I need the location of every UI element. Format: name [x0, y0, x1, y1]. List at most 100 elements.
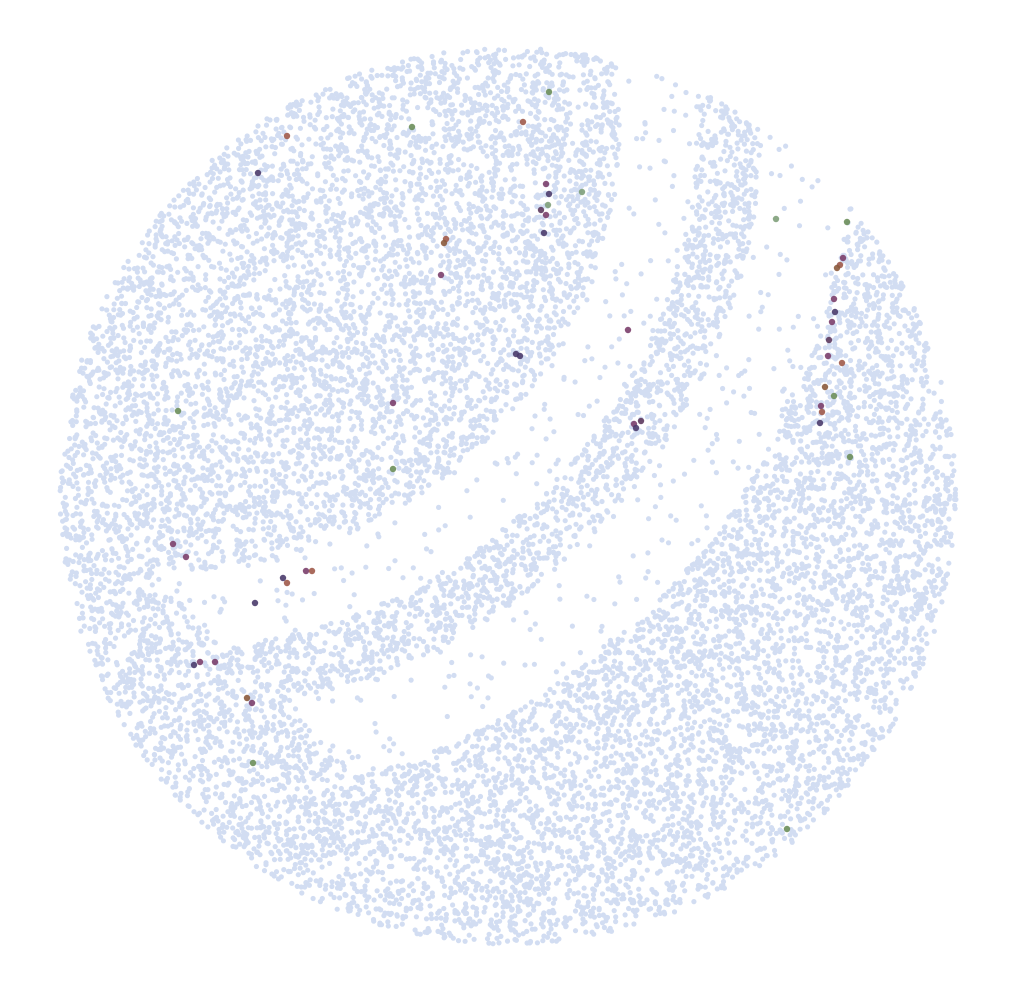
background-point — [815, 558, 822, 564]
background-point — [291, 471, 297, 477]
background-point — [98, 571, 104, 577]
background-point — [246, 447, 252, 453]
background-point — [683, 873, 689, 880]
background-point — [469, 297, 475, 303]
background-point — [743, 539, 749, 545]
background-point — [484, 108, 490, 114]
background-point — [171, 197, 177, 203]
background-point — [256, 379, 262, 385]
background-point — [262, 134, 268, 140]
background-point — [720, 385, 726, 392]
background-point — [205, 671, 211, 678]
background-point — [289, 372, 295, 379]
background-point — [217, 169, 223, 175]
background-point — [623, 922, 629, 928]
background-point — [922, 522, 928, 529]
background-point — [762, 496, 768, 502]
background-point — [191, 424, 197, 430]
background-point — [182, 774, 188, 780]
background-point — [337, 135, 344, 141]
background-point — [894, 305, 900, 311]
background-point — [449, 321, 456, 327]
background-point — [720, 186, 726, 192]
background-point — [425, 366, 431, 372]
background-point — [191, 312, 197, 318]
background-point — [535, 98, 541, 104]
background-point — [524, 161, 530, 167]
background-point — [686, 813, 692, 819]
background-point — [444, 347, 450, 353]
background-point — [448, 805, 454, 811]
background-point — [481, 811, 488, 817]
background-point — [848, 340, 854, 346]
background-point — [837, 776, 843, 782]
background-point — [753, 189, 759, 195]
background-point — [783, 658, 789, 664]
background-point — [369, 67, 375, 73]
background-point — [575, 203, 581, 209]
background-point — [925, 476, 931, 482]
background-point — [646, 425, 652, 431]
background-point — [602, 180, 608, 186]
background-point — [854, 482, 861, 488]
background-point — [902, 553, 908, 559]
background-point — [395, 763, 401, 769]
background-point — [407, 778, 414, 784]
background-point — [602, 364, 608, 370]
background-point — [639, 876, 645, 882]
background-point — [461, 880, 468, 886]
background-point — [418, 222, 424, 229]
background-point — [825, 755, 832, 762]
background-point — [361, 191, 367, 197]
background-point — [101, 386, 107, 392]
background-point — [589, 461, 595, 468]
background-point — [809, 701, 815, 707]
background-point — [765, 715, 771, 721]
background-point — [192, 337, 198, 343]
background-point — [247, 467, 253, 473]
background-point — [347, 415, 353, 421]
background-point — [896, 330, 902, 337]
background-point — [412, 337, 418, 343]
background-point — [323, 154, 329, 160]
background-point — [724, 712, 730, 718]
background-point — [427, 903, 433, 909]
background-point — [257, 483, 264, 489]
background-point — [636, 721, 642, 728]
background-point — [659, 688, 666, 695]
background-point — [661, 719, 667, 726]
background-point — [917, 655, 923, 661]
background-point — [309, 154, 315, 160]
background-point — [882, 529, 888, 535]
background-point — [631, 211, 637, 217]
background-point — [790, 489, 796, 495]
background-point — [286, 175, 292, 181]
background-point — [408, 677, 414, 683]
background-point — [380, 610, 386, 616]
background-point — [173, 780, 179, 786]
background-point — [373, 184, 379, 190]
background-point — [844, 496, 850, 502]
background-point — [631, 921, 637, 927]
background-point — [250, 459, 256, 465]
background-point — [716, 662, 723, 668]
background-point — [573, 181, 579, 187]
background-point — [578, 265, 584, 271]
background-point — [427, 579, 433, 585]
background-point — [447, 247, 453, 254]
background-point — [723, 774, 729, 780]
background-point — [100, 333, 106, 339]
background-point — [904, 380, 910, 386]
background-point — [734, 140, 740, 146]
background-point — [834, 595, 840, 601]
background-point — [450, 331, 456, 338]
background-point — [806, 739, 812, 745]
background-point — [505, 865, 511, 871]
background-point — [798, 728, 804, 734]
background-point — [410, 565, 416, 571]
background-point — [423, 916, 430, 922]
background-point — [156, 688, 162, 694]
background-point — [719, 730, 725, 736]
background-point — [786, 595, 793, 601]
background-point — [716, 372, 722, 378]
